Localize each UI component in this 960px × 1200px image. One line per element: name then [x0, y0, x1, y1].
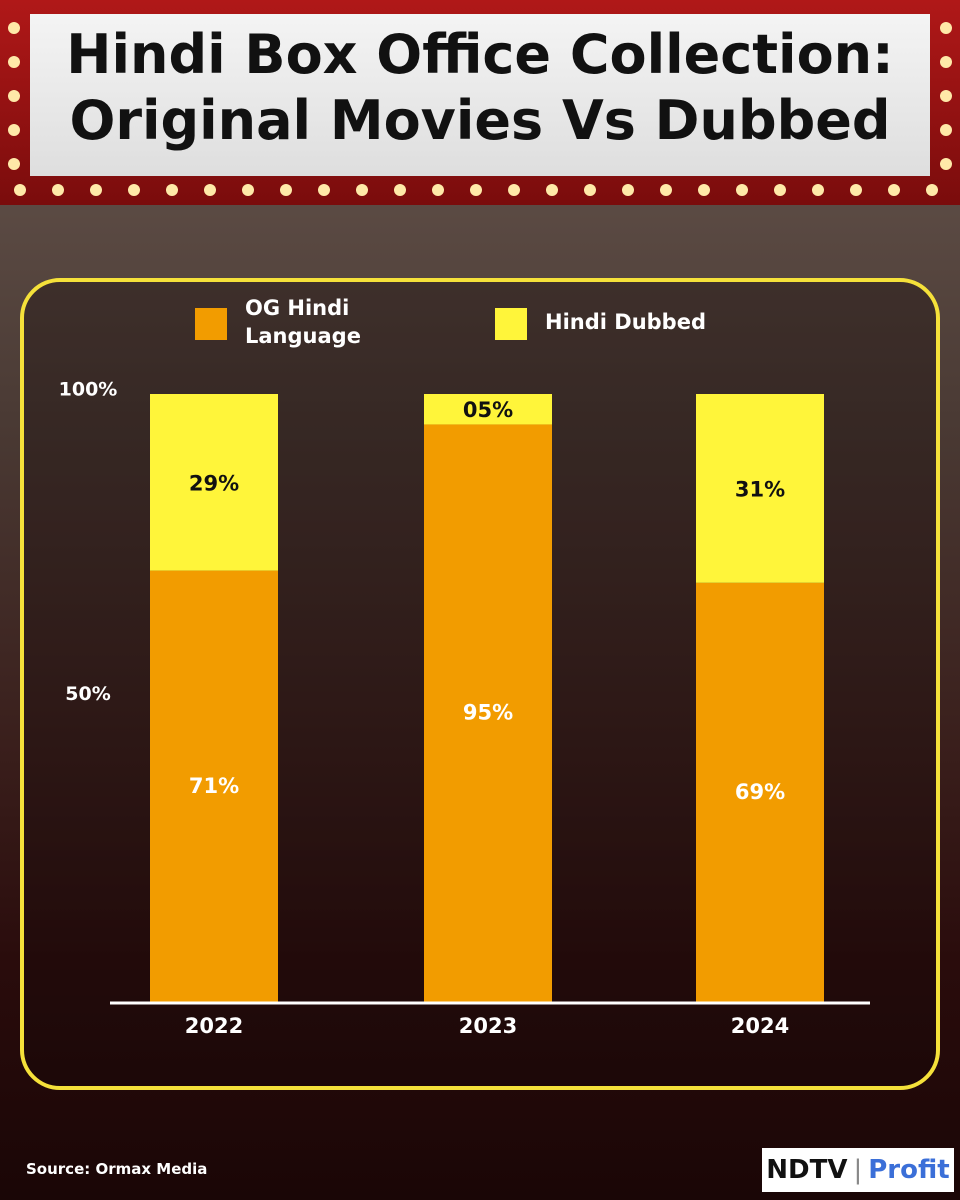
bulbs	[8, 22, 952, 196]
bulb	[8, 90, 20, 102]
bulb	[812, 184, 824, 196]
bar-segment	[424, 394, 552, 425]
logo-divider: |	[853, 1155, 863, 1185]
bar-segment	[696, 582, 824, 1003]
legend-swatch	[195, 308, 227, 340]
source: Source: Ormax Media	[26, 1160, 208, 1178]
logo-left: NDTV	[766, 1155, 848, 1185]
legend-entry: Hindi Dubbed	[495, 308, 706, 340]
marquee-board	[30, 14, 930, 176]
bulb	[546, 184, 558, 196]
legend-label: Hindi Dubbed	[545, 310, 706, 334]
bulb	[8, 22, 20, 34]
bulb	[774, 184, 786, 196]
bulb	[660, 184, 672, 196]
bar-segment	[696, 394, 824, 583]
value-label: 69%	[735, 780, 785, 804]
bulb	[508, 184, 520, 196]
bulb	[940, 90, 952, 102]
value-label: 31%	[735, 477, 785, 501]
bulb	[394, 184, 406, 196]
bulb	[8, 124, 20, 136]
bulb	[318, 184, 330, 196]
value-label: 05%	[463, 398, 513, 422]
bar-segment	[150, 570, 278, 1003]
bulb	[356, 184, 368, 196]
bulb	[926, 184, 938, 196]
bulb	[888, 184, 900, 196]
bulb	[204, 184, 216, 196]
value-label: 95%	[463, 701, 513, 725]
value-label: 29%	[189, 471, 239, 495]
bulb	[850, 184, 862, 196]
bulb	[242, 184, 254, 196]
legend-swatch	[495, 308, 527, 340]
bulb	[698, 184, 710, 196]
bulb	[14, 184, 26, 196]
bulb	[128, 184, 140, 196]
bulb	[432, 184, 444, 196]
bulb	[280, 184, 292, 196]
y-tick-label: 50%	[65, 683, 110, 705]
bulb	[940, 56, 952, 68]
legend-label: OG Hindi Language	[245, 296, 361, 348]
bulb	[736, 184, 748, 196]
x-tick-label: 2024	[731, 1014, 789, 1038]
bulb	[52, 184, 64, 196]
bulb	[90, 184, 102, 196]
bar-segment	[150, 394, 278, 571]
x-tick-label: 2022	[185, 1014, 243, 1038]
x-tick-label: 2023	[459, 1014, 517, 1038]
value-label: 71%	[189, 774, 239, 798]
bulb	[940, 124, 952, 136]
logo: NDTV | Profit	[762, 1148, 954, 1192]
bulb	[166, 184, 178, 196]
legend-entry: OG Hindi Language	[195, 294, 385, 350]
bulb	[622, 184, 634, 196]
bar-segment	[424, 424, 552, 1003]
bulb	[940, 22, 952, 34]
bulb	[8, 56, 20, 68]
bulb	[8, 158, 20, 170]
bulb	[470, 184, 482, 196]
bulb	[940, 158, 952, 170]
bulb	[584, 184, 596, 196]
chart-title: Hindi Box Office Collection: Original Mo…	[66, 23, 894, 152]
y-tick-label: 100%	[59, 379, 118, 401]
marquee	[0, 0, 960, 205]
logo-right: Profit	[868, 1155, 950, 1185]
